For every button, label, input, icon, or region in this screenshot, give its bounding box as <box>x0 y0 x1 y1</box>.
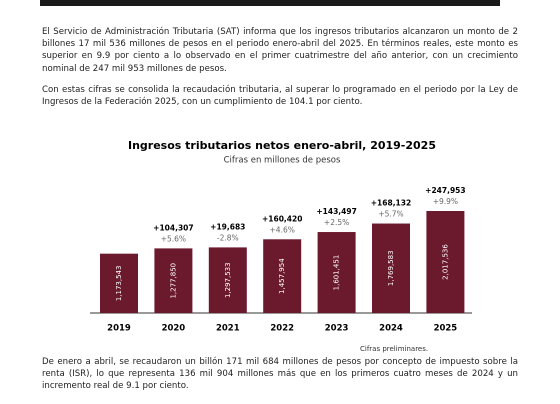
paragraph: De enero a abril, se recaudaron un billó… <box>42 357 518 392</box>
growth-label: +2.5% <box>324 218 349 227</box>
x-tick-label: 2024 <box>379 324 403 334</box>
bar-value-label: 1,769,583 <box>387 250 395 286</box>
bar <box>426 211 465 313</box>
bar-value-label: 1,173,543 <box>115 266 123 302</box>
change-label: +168,132 <box>371 199 411 208</box>
bar-value-label: 1,277,850 <box>169 263 177 299</box>
bar <box>208 247 247 313</box>
bar <box>154 248 193 313</box>
growth-label: +9.9% <box>433 197 458 206</box>
x-tick-label: 2020 <box>162 324 186 334</box>
growth-label: +5.7% <box>378 210 403 219</box>
bar <box>372 223 410 313</box>
growth-label: -2.8% <box>217 233 239 242</box>
change-label: +247,953 <box>425 186 465 195</box>
change-label: +19,683 <box>210 222 245 231</box>
bar-value-label: 1,457,954 <box>278 258 286 294</box>
change-label: +160,420 <box>262 214 302 223</box>
x-tick-label: 2025 <box>434 324 458 334</box>
chart-subtitle: Cifras en millones de pesos <box>224 156 341 166</box>
x-tick-label: 2021 <box>216 324 240 334</box>
bar <box>317 232 356 313</box>
paragraph: El Servicio de Administración Tributaria… <box>42 27 518 74</box>
bar <box>263 239 302 313</box>
change-label: +143,497 <box>316 207 356 216</box>
note: Cifras preliminares. <box>360 345 428 353</box>
growth-label: +4.6% <box>270 225 295 234</box>
chart-title: Ingresos tributarios netos enero-abril, … <box>128 139 436 152</box>
cut-heading <box>40 0 500 6</box>
change-label: +104,307 <box>153 223 193 232</box>
bar-value-label: 1,297,533 <box>224 262 232 298</box>
x-tick-label: 2019 <box>107 324 131 334</box>
paragraph: Con estas cifras se consolida la recauda… <box>42 85 518 108</box>
bar <box>100 253 138 313</box>
growth-label: +5.6% <box>161 234 186 243</box>
x-tick-label: 2023 <box>325 324 349 334</box>
bar-value-label: 2,017,536 <box>441 244 449 280</box>
x-tick-label: 2022 <box>270 324 294 334</box>
bar-value-label: 1,601,451 <box>333 255 341 291</box>
